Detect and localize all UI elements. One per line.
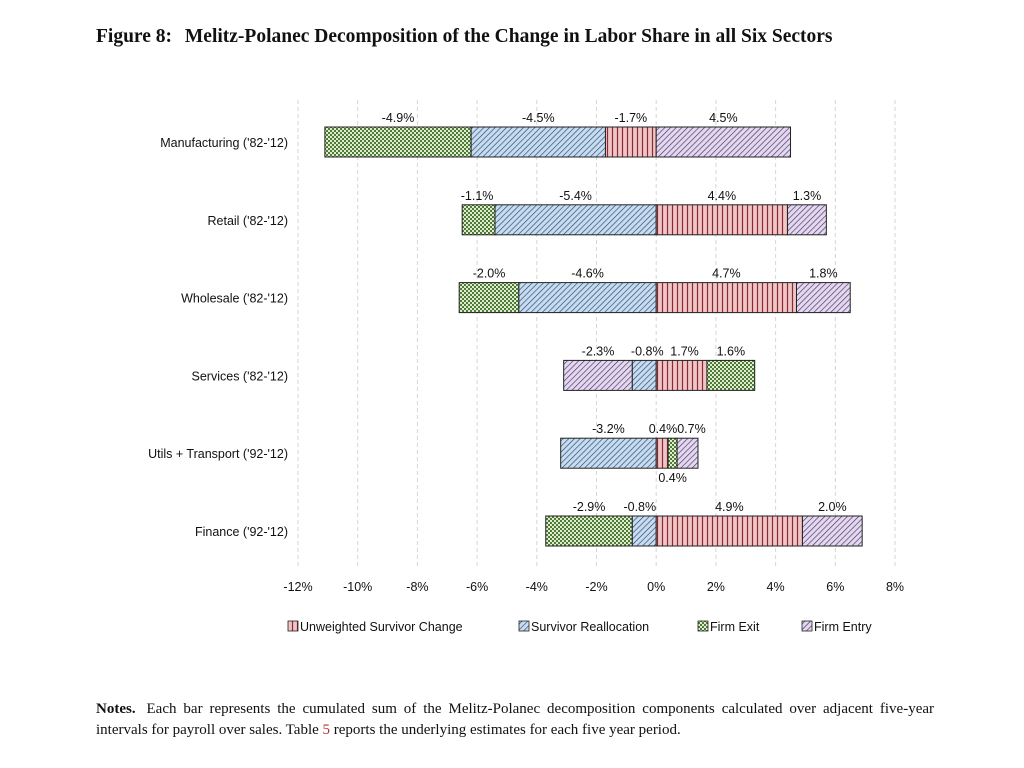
bar-survivor-reallocation [560, 437, 657, 469]
bar-firm-entry [563, 359, 633, 391]
data-labels: -4.9% -4.5% -1.7% 4.5% -1.1% -5.4% 4.4% 1.3% -2.… [382, 111, 847, 514]
bars [324, 126, 863, 547]
bar-unweighted-survivor-change [655, 515, 803, 547]
bar-firm-entry [676, 437, 699, 469]
category-label: Manufacturing ('82-'12) [160, 136, 288, 150]
bar-survivor-reallocation [470, 126, 606, 158]
bar-firm-entry [655, 126, 792, 158]
bar-survivor-reallocation [518, 282, 657, 314]
data-label: -3.2% [592, 422, 625, 436]
bar-firm-exit [667, 437, 678, 469]
notes-lead: Notes. [96, 701, 136, 717]
legend-item-firm-exit: Firm Exit [697, 620, 760, 634]
bar-unweighted-survivor-change [604, 126, 657, 158]
data-label: 1.7% [670, 344, 699, 358]
category-label: Wholesale ('82-'12) [181, 292, 288, 306]
bar-survivor-reallocation [494, 204, 657, 236]
legend-label: Unweighted Survivor Change [300, 620, 463, 634]
bar-firm-exit [458, 282, 520, 314]
gridlines [297, 100, 896, 568]
data-label: 4.9% [715, 500, 744, 514]
legend-swatch [287, 620, 299, 632]
data-label: -4.9% [382, 111, 415, 125]
x-tick-label: -4% [526, 580, 548, 594]
x-tick-label: 4% [767, 580, 785, 594]
bar-unweighted-survivor-change [655, 282, 797, 314]
legend: Unweighted Survivor Change Survivor Reall… [287, 620, 872, 634]
data-label: 2.0% [818, 500, 847, 514]
x-tick-label: 8% [886, 580, 904, 594]
legend-label: Survivor Reallocation [531, 620, 649, 634]
data-label: 1.3% [793, 189, 822, 203]
bar-firm-entry [795, 282, 851, 314]
notes-text-after: reports the underlying estimates for eac… [333, 722, 681, 738]
data-label: -4.6% [571, 267, 604, 281]
bar-firm-entry [801, 515, 863, 547]
y-axis-labels: Manufacturing ('82-'12) Retail ('82-'12) W… [148, 136, 288, 539]
legend-swatch [518, 620, 530, 632]
figure-caption: Figure 8: Melitz-Polanec Decomposition o… [96, 24, 934, 49]
data-label: -2.0% [473, 267, 506, 281]
data-label: -5.4% [559, 189, 592, 203]
figure-number: Figure 8: [96, 26, 173, 47]
data-label: 0.4% [658, 471, 687, 485]
x-tick-label: 6% [826, 580, 844, 594]
data-label: -0.8% [623, 500, 656, 514]
data-label: 0.4%0.7% [649, 422, 706, 436]
notes-text-before: Each bar represents the cumulated sum of… [96, 701, 935, 738]
legend-swatch [697, 620, 709, 632]
x-tick-label: -12% [283, 580, 312, 594]
bar-unweighted-survivor-change [655, 359, 708, 391]
decomposition-chart: -4.9% -4.5% -1.7% 4.5% -1.1% -5.4% 4.4% 1.3% -2.… [148, 100, 904, 634]
legend-label: Firm Entry [814, 620, 872, 634]
data-label: 4.7% [712, 267, 741, 281]
bar-survivor-reallocation [631, 359, 657, 391]
data-label: 1.6% [717, 344, 746, 358]
legend-item-survivor-reallocation: Survivor Reallocation [518, 620, 649, 634]
data-label: -2.9% [573, 500, 606, 514]
x-tick-label: 2% [707, 580, 725, 594]
category-label: Utils + Transport ('92-'12) [148, 447, 288, 461]
legend-swatch [801, 620, 813, 632]
x-axis-labels: -12% -10% -8% -6% -4% -2% 0% 2% 4% 6% 8% [283, 580, 904, 594]
bar-firm-exit [706, 359, 756, 391]
bar-firm-exit [545, 515, 633, 547]
data-label: -2.3% [582, 344, 615, 358]
figure-title: Melitz-Polanec Decomposition of the Chan… [184, 26, 833, 47]
legend-item-unweighted-survivor-change: Unweighted Survivor Change [287, 620, 463, 634]
category-label: Finance ('92-'12) [195, 525, 288, 539]
data-label: 4.5% [709, 111, 738, 125]
bar-unweighted-survivor-change [655, 437, 669, 469]
x-tick-label: -10% [343, 580, 372, 594]
bar-firm-entry [787, 204, 827, 236]
data-label: -1.1% [461, 189, 494, 203]
bar-unweighted-survivor-change [655, 204, 789, 236]
figure-notes: Notes. Each bar represents the cumulated… [96, 699, 934, 741]
category-label: Services ('82-'12) [192, 369, 288, 383]
category-label: Retail ('82-'12) [208, 214, 289, 228]
bar-survivor-reallocation [631, 515, 657, 547]
x-tick-label: -8% [406, 580, 428, 594]
table-reference-link[interactable]: 5 [322, 722, 331, 738]
bar-firm-exit [461, 204, 496, 236]
x-tick-label: -6% [466, 580, 488, 594]
data-label: -1.7% [614, 111, 647, 125]
bar-firm-exit [324, 126, 472, 158]
data-label: 4.4% [708, 189, 737, 203]
legend-item-firm-entry: Firm Entry [801, 620, 872, 634]
data-label: -0.8% [631, 344, 664, 358]
legend-label: Firm Exit [710, 620, 760, 634]
data-label: -4.5% [522, 111, 555, 125]
x-tick-label: 0% [647, 580, 665, 594]
data-label: 1.8% [809, 267, 838, 281]
x-tick-label: -2% [585, 580, 607, 594]
